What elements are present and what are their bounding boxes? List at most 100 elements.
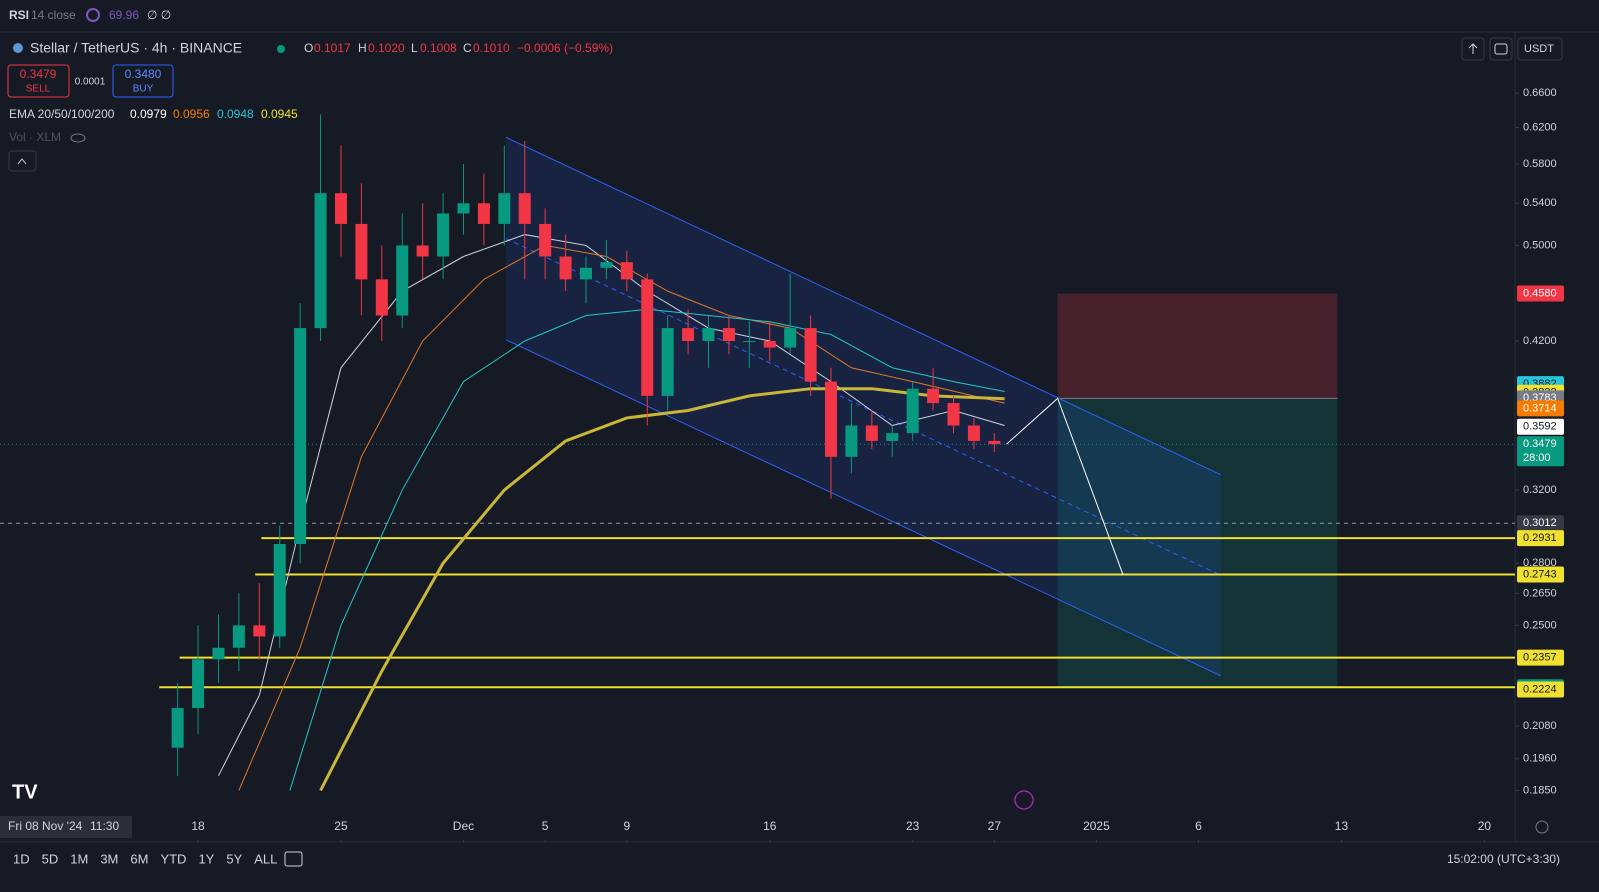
candle-body	[355, 223, 368, 280]
x-tick-label: 2025	[1083, 819, 1110, 833]
candle-body	[865, 425, 878, 441]
ohlc-value: 0.1008	[420, 41, 457, 55]
price-badge-label: 0.3479	[1523, 438, 1557, 450]
price-badge	[1517, 285, 1564, 302]
ohlc-value: 0.1017	[314, 41, 351, 55]
candle-body	[334, 193, 347, 224]
indicator-name[interactable]: RSI	[9, 8, 29, 22]
range-button[interactable]: YTD	[160, 851, 186, 866]
candle-body	[641, 279, 654, 396]
candle-body	[600, 262, 613, 268]
range-button[interactable]: 6M	[130, 851, 148, 866]
y-tick-label: 0.5800	[1523, 158, 1557, 170]
y-tick-label: 0.2500	[1523, 619, 1557, 631]
candle-body	[804, 328, 817, 382]
candle-body	[294, 328, 307, 545]
candle-body	[784, 328, 797, 348]
range-button[interactable]: ALL	[254, 851, 277, 866]
channel-fill	[505, 137, 1221, 676]
candle-body	[192, 659, 205, 709]
price-badge	[1517, 515, 1564, 532]
sell-button[interactable]	[7, 64, 70, 98]
rsi-icon	[86, 8, 100, 22]
price-badge	[1517, 649, 1564, 666]
price-badge-label: 0.2357	[1523, 652, 1557, 664]
buy-price: 0.3480	[125, 67, 162, 81]
symbol-icon	[13, 43, 23, 53]
candle-body	[253, 625, 266, 637]
candle-body	[457, 203, 470, 214]
candle-body	[232, 625, 245, 648]
candle-body	[477, 203, 490, 224]
price-badge-label: 0.3012	[1523, 517, 1557, 529]
price-badge-label: 0.2743	[1523, 568, 1557, 580]
calendar-icon[interactable]	[284, 851, 303, 867]
y-tick-label: 0.2080	[1523, 720, 1557, 732]
price-badge	[1517, 436, 1564, 467]
buy-button[interactable]	[112, 64, 174, 98]
candle-body	[825, 381, 838, 457]
ohlc-label: H	[358, 41, 367, 55]
candle-body	[845, 425, 858, 457]
price-badge-label: 0.4580	[1523, 287, 1557, 299]
candle-body	[886, 433, 899, 441]
x-tick-label: 16	[763, 819, 777, 833]
button[interactable]	[1489, 37, 1513, 61]
x-tick-label: Dec	[453, 819, 474, 833]
candle-body	[416, 245, 429, 257]
x-tick-label: 25	[334, 819, 348, 833]
ema-line	[319, 387, 1005, 792]
indicator-params: 14 close	[31, 8, 76, 22]
price-badge	[1517, 418, 1564, 435]
symbol[interactable]: Stellar / TetherUS · 4h · BINANCE	[30, 40, 242, 56]
price-badge	[1517, 400, 1564, 417]
ema-value: 0.0948	[217, 107, 254, 121]
currency-button[interactable]	[1517, 37, 1563, 61]
countdown: 28:00	[1523, 452, 1551, 464]
ohlc-label: O	[304, 41, 313, 55]
price-badge-label: 0.2931	[1523, 532, 1557, 544]
button[interactable]	[1461, 37, 1485, 61]
range-button[interactable]: 5Y	[226, 851, 242, 866]
buy-label: BUY	[133, 84, 154, 95]
range-button[interactable]: 3M	[100, 851, 118, 866]
range-button[interactable]: 1M	[70, 851, 88, 866]
candle-body	[906, 388, 919, 434]
candle-body	[498, 193, 511, 224]
candle-body	[579, 267, 592, 280]
y-tick-label: 0.4200	[1523, 335, 1557, 347]
ema-label[interactable]: EMA 20/50/100/200	[9, 107, 115, 121]
x-tick-label: 9	[623, 819, 630, 833]
vol-label[interactable]: Vol · XLM	[9, 130, 61, 144]
price-badge	[1517, 681, 1564, 698]
channel-line	[505, 136, 1222, 476]
price-badge-label: 0.3592	[1523, 421, 1557, 433]
cursor-date: Fri 08 Nov '24	[8, 819, 83, 833]
candle-body	[988, 440, 1001, 445]
ema-value: 0.0979	[130, 107, 167, 121]
x-tick-label: 13	[1335, 819, 1349, 833]
currency: USDT	[1524, 43, 1554, 55]
candle-body	[212, 647, 225, 660]
collapse-button[interactable]	[8, 150, 37, 172]
eye-icon[interactable]	[70, 133, 86, 143]
candle-body	[396, 245, 409, 316]
candle-body	[722, 328, 735, 341]
target-zone	[1057, 398, 1338, 688]
settings-icon[interactable]	[1535, 820, 1549, 834]
y-tick-label: 0.1850	[1523, 784, 1557, 796]
event-icon[interactable]	[1014, 790, 1034, 810]
candle-body	[620, 262, 633, 280]
price-badge	[1517, 566, 1564, 583]
plot	[0, 114, 1515, 792]
range-button[interactable]: 1Y	[198, 851, 214, 866]
range-button[interactable]: 1D	[13, 851, 30, 866]
market-status	[277, 45, 285, 53]
candle-body	[375, 279, 388, 316]
change: −0.0006 (−0.59%)	[517, 41, 613, 55]
indicator-value: 69.96	[109, 8, 139, 22]
x-tick-label: 6	[1195, 819, 1202, 833]
sell-label: SELL	[26, 84, 51, 95]
range-button[interactable]: 5D	[42, 851, 59, 866]
